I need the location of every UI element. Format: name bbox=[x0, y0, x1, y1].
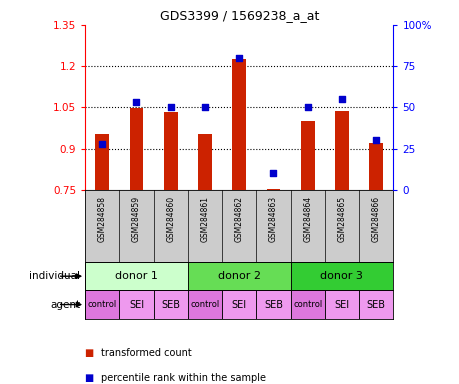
Bar bbox=[266, 189, 280, 190]
Text: donor 3: donor 3 bbox=[320, 271, 363, 281]
Text: GSM284862: GSM284862 bbox=[234, 196, 243, 242]
Bar bbox=[187, 290, 222, 319]
Bar bbox=[85, 290, 119, 319]
Text: agent: agent bbox=[50, 300, 80, 310]
Text: SEB: SEB bbox=[366, 300, 385, 310]
Text: transformed count: transformed count bbox=[101, 348, 191, 358]
Bar bbox=[334, 111, 348, 190]
Text: SEI: SEI bbox=[231, 300, 246, 310]
Bar bbox=[129, 108, 143, 190]
Text: SEI: SEI bbox=[129, 300, 144, 310]
Bar bbox=[119, 290, 153, 319]
Bar bbox=[232, 59, 246, 190]
Point bbox=[133, 99, 140, 106]
Text: ■: ■ bbox=[85, 373, 97, 383]
Bar bbox=[256, 290, 290, 319]
Text: donor 2: donor 2 bbox=[217, 271, 260, 281]
Text: individual: individual bbox=[29, 271, 80, 281]
Point bbox=[303, 104, 311, 111]
Point bbox=[372, 137, 379, 144]
Text: GSM284860: GSM284860 bbox=[166, 196, 175, 242]
Point bbox=[167, 104, 174, 111]
Text: GSM284866: GSM284866 bbox=[371, 196, 380, 242]
Bar bbox=[290, 290, 324, 319]
Text: control: control bbox=[190, 300, 219, 309]
Text: GSM284861: GSM284861 bbox=[200, 196, 209, 242]
Bar bbox=[153, 290, 187, 319]
Bar bbox=[198, 134, 211, 190]
Text: GSM284863: GSM284863 bbox=[269, 196, 277, 242]
Bar bbox=[300, 121, 314, 190]
Bar bbox=[95, 134, 109, 190]
Bar bbox=[222, 290, 256, 319]
Point bbox=[235, 55, 242, 61]
Text: GSM284858: GSM284858 bbox=[97, 196, 106, 242]
Text: percentile rank within the sample: percentile rank within the sample bbox=[101, 373, 266, 383]
Text: control: control bbox=[292, 300, 322, 309]
Point bbox=[98, 141, 106, 147]
Bar bbox=[163, 111, 177, 190]
Bar bbox=[187, 262, 290, 290]
Text: SEB: SEB bbox=[263, 300, 282, 310]
Bar bbox=[324, 290, 358, 319]
Bar bbox=[85, 262, 187, 290]
Point bbox=[337, 96, 345, 102]
Text: GSM284865: GSM284865 bbox=[337, 196, 346, 242]
Point bbox=[269, 170, 276, 177]
Text: donor 1: donor 1 bbox=[115, 271, 157, 281]
Bar bbox=[358, 290, 392, 319]
Bar bbox=[369, 143, 382, 190]
Text: SEB: SEB bbox=[161, 300, 180, 310]
Point bbox=[201, 104, 208, 111]
Title: GDS3399 / 1569238_a_at: GDS3399 / 1569238_a_at bbox=[159, 9, 318, 22]
Text: control: control bbox=[87, 300, 117, 309]
Text: ■: ■ bbox=[85, 348, 97, 358]
Text: GSM284859: GSM284859 bbox=[132, 196, 140, 242]
Bar bbox=[290, 262, 392, 290]
Text: SEI: SEI bbox=[334, 300, 349, 310]
Text: GSM284864: GSM284864 bbox=[302, 196, 312, 242]
